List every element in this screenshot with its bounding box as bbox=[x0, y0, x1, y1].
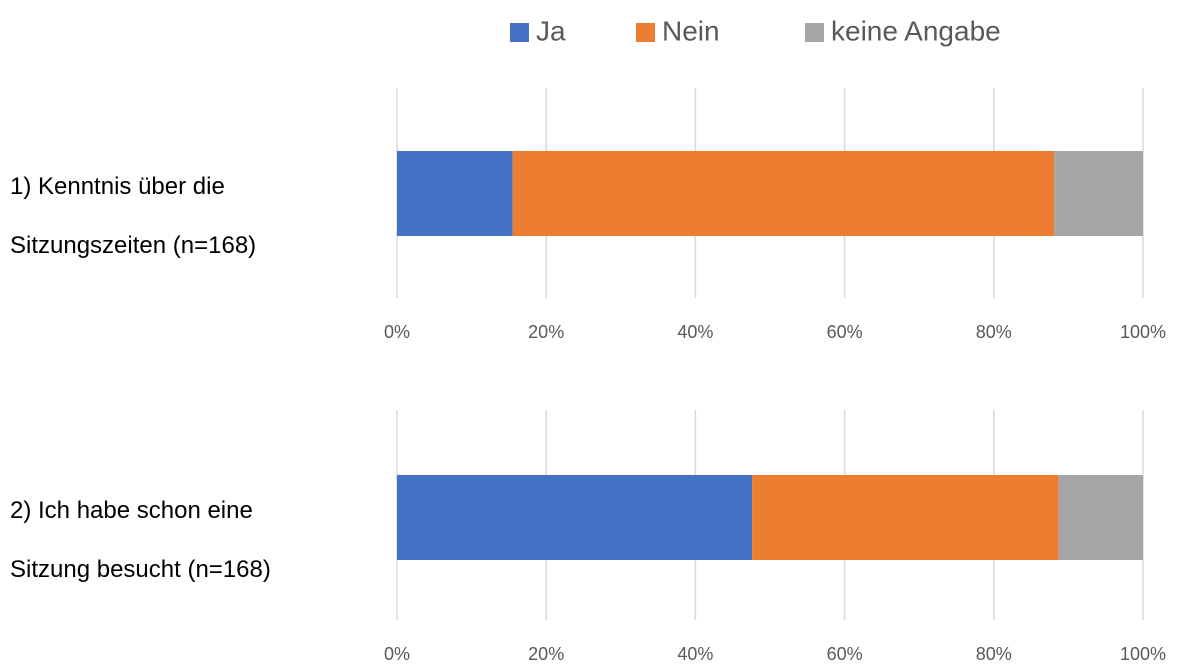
category-label: 1) Kenntnis über die Sitzungszeiten (n=1… bbox=[10, 173, 257, 259]
bar-segment bbox=[1058, 475, 1143, 560]
x-tick-label: 80% bbox=[976, 644, 1012, 664]
legend-swatch bbox=[510, 23, 529, 42]
x-tick-label: 40% bbox=[677, 644, 713, 664]
legend-label: Nein bbox=[662, 15, 720, 46]
bar-segment bbox=[1054, 151, 1143, 236]
legend-label: keine Angabe bbox=[831, 15, 1001, 46]
legend-swatch bbox=[636, 23, 655, 42]
x-tick-label: 100% bbox=[1120, 644, 1166, 664]
legend-label: Ja bbox=[536, 15, 566, 46]
x-tick-label: 0% bbox=[384, 644, 410, 664]
x-tick-label: 80% bbox=[976, 322, 1012, 342]
legend-swatch bbox=[805, 23, 824, 42]
category-label: 2) Ich habe schon eine Sitzung besucht (… bbox=[10, 497, 271, 583]
bar-segment bbox=[512, 151, 1055, 236]
bar-segment bbox=[397, 151, 513, 236]
x-tick-label: 40% bbox=[677, 322, 713, 342]
bar-segment bbox=[752, 475, 1059, 560]
x-tick-label: 60% bbox=[827, 322, 863, 342]
x-tick-label: 60% bbox=[827, 644, 863, 664]
x-tick-label: 100% bbox=[1120, 322, 1166, 342]
x-tick-label: 20% bbox=[528, 322, 564, 342]
bar-segment bbox=[397, 475, 753, 560]
x-tick-label: 0% bbox=[384, 322, 410, 342]
x-tick-label: 20% bbox=[528, 644, 564, 664]
